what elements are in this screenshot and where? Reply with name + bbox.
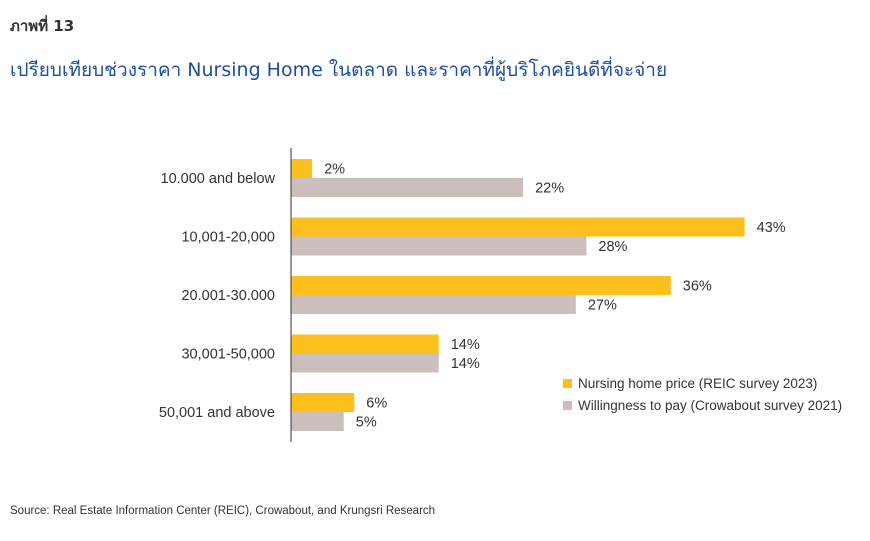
bar-series-2 [291, 236, 587, 256]
bar-series-2 [291, 295, 576, 314]
category-label: 30,001-50,000 [181, 347, 275, 363]
bar-group [291, 159, 745, 431]
legend: Nursing home price (REIC survey 2023) Wil… [563, 376, 842, 413]
source-note: Source: Real Estate Information Center (… [10, 505, 436, 517]
value-label: 2% [324, 162, 345, 178]
bar-series-1 [291, 276, 671, 295]
legend-swatch [563, 379, 572, 388]
figure-label: ภาพที่ 13 [10, 17, 75, 35]
category-labels: 10.000 and below 10,001-20,000 20.001-30.0… [159, 171, 276, 421]
value-label: 22% [535, 181, 564, 197]
bar-series-2 [291, 178, 524, 197]
bar-series-1 [291, 334, 439, 354]
value-label: 28% [598, 239, 627, 255]
bar-series-2 [291, 353, 439, 373]
legend-swatch [563, 401, 572, 410]
category-label: 10,001-20,000 [181, 230, 275, 246]
bar-series-1 [291, 393, 355, 412]
value-label: 5% [356, 415, 377, 431]
legend-label: Nursing home price (REIC survey 2023) [578, 376, 817, 391]
value-label: 36% [683, 279, 712, 295]
value-labels: 2% 22% 43% 28% 36% 27% 14% 14% 6% 5% [324, 162, 786, 431]
category-label: 10.000 and below [161, 171, 276, 187]
legend-label: Willingness to pay (Crowabout survey 202… [578, 398, 842, 413]
category-label: 50,001 and above [159, 405, 275, 421]
chart-title: เปรียบเทียบช่วงราคา Nursing Home ในตลาด … [10, 59, 668, 81]
bar-series-2 [291, 412, 344, 431]
value-label: 6% [366, 396, 387, 412]
bar-series-1 [291, 217, 745, 237]
bar-series-1 [291, 159, 313, 178]
category-label: 20.001-30.000 [181, 288, 275, 304]
value-label: 14% [451, 356, 480, 372]
value-label: 14% [451, 337, 480, 353]
value-label: 27% [588, 298, 617, 314]
value-label: 43% [757, 220, 786, 236]
